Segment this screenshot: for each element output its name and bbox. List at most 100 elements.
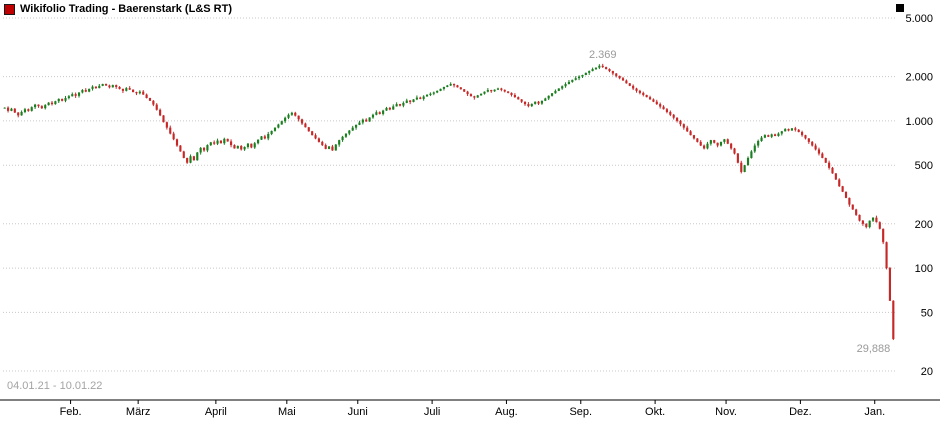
candle-body	[240, 146, 243, 150]
x-axis-label: Juni	[348, 406, 368, 418]
chart-title: Wikifolio Trading - Baerenstark (L&S RT)	[20, 3, 232, 15]
candle-body	[787, 129, 790, 131]
candle-body	[57, 98, 60, 102]
candle-body	[273, 127, 277, 131]
candle-body	[719, 141, 723, 146]
candle-body	[297, 115, 300, 120]
candle-body	[750, 151, 753, 158]
candle-body	[260, 136, 263, 140]
candle-body	[652, 99, 655, 102]
candle-body	[219, 140, 223, 144]
candle-body	[361, 119, 364, 123]
candle-body	[152, 100, 155, 105]
candle-body	[101, 84, 104, 86]
candle-body	[838, 179, 841, 187]
candle-body	[878, 222, 881, 229]
candle-body	[817, 149, 821, 154]
candle-body	[578, 76, 581, 79]
candle-body	[142, 91, 145, 95]
candle-body	[767, 135, 770, 137]
x-axis-label: Mai	[278, 406, 296, 418]
candle-body	[199, 147, 202, 153]
candle-body	[253, 143, 256, 148]
candle-body	[307, 127, 310, 132]
candle-body	[84, 90, 87, 92]
candle-body	[30, 107, 33, 111]
candle-body	[669, 111, 672, 115]
candle-body	[452, 84, 456, 86]
candle-body	[706, 143, 709, 149]
candle-body	[496, 88, 500, 90]
candle-body	[480, 93, 483, 96]
candle-body	[206, 145, 209, 151]
candle-body	[233, 145, 236, 149]
candle-body	[290, 112, 293, 115]
candle-body	[50, 102, 54, 105]
candle-body	[510, 92, 513, 95]
candle-body	[40, 106, 43, 109]
date-range-label: 04.01.21 - 10.01.22	[7, 380, 103, 392]
y-axis-label: 2.000	[905, 72, 933, 84]
candle-body	[314, 135, 317, 139]
candle-body	[675, 117, 679, 121]
candle-body	[594, 67, 598, 70]
candle-body	[132, 89, 135, 93]
candle-body	[635, 88, 638, 91]
candle-body	[429, 93, 432, 95]
candle-body	[67, 96, 70, 99]
candle-body	[202, 147, 206, 151]
candle-body	[486, 90, 489, 92]
candle-body	[544, 98, 547, 101]
candle-body	[773, 134, 777, 136]
candle-body	[807, 138, 810, 142]
candle-body	[790, 128, 794, 131]
candle-body	[104, 84, 108, 86]
x-axis-label: Jan.	[864, 406, 885, 418]
candle-body	[493, 89, 496, 92]
y-axis-label: 20	[921, 366, 933, 378]
candle-body	[246, 143, 250, 147]
candle-body	[777, 133, 780, 136]
low-annotation: 29,888	[857, 343, 891, 355]
candle-body	[159, 109, 162, 116]
candle-body	[588, 71, 591, 73]
candle-body	[780, 131, 783, 134]
candle-body	[425, 94, 429, 97]
candle-body	[378, 112, 381, 114]
candle-body	[459, 87, 462, 90]
candle-body	[236, 146, 239, 149]
candle-body	[851, 204, 854, 210]
candle-body	[368, 117, 371, 122]
candle-body	[564, 84, 567, 87]
candle-body	[868, 220, 871, 228]
candle-body	[490, 90, 493, 92]
candle-body	[483, 91, 486, 94]
candle-body	[165, 122, 168, 128]
candle-body	[304, 123, 307, 128]
candle-body	[277, 124, 280, 128]
candle-body	[611, 71, 614, 74]
candle-body	[27, 109, 30, 111]
candle-body	[882, 228, 885, 243]
candle-body	[530, 103, 533, 107]
candle-body	[469, 94, 473, 97]
x-axis-label: Okt.	[645, 406, 665, 418]
candle-body	[730, 143, 733, 149]
candle-body	[385, 107, 388, 111]
candle-body	[229, 141, 233, 146]
candle-body	[632, 85, 635, 89]
candle-body	[703, 145, 706, 149]
candle-body	[753, 145, 756, 152]
candle-body	[348, 130, 351, 134]
candle-body	[537, 101, 540, 104]
candle-body	[355, 124, 358, 128]
candle-body	[6, 107, 10, 111]
candle-body	[412, 99, 415, 102]
candle-body	[192, 156, 195, 161]
candle-body	[287, 114, 290, 118]
candle-body	[324, 145, 327, 149]
y-axis-label: 1.000	[905, 116, 933, 128]
candle-body	[395, 104, 398, 107]
candle-body	[713, 140, 716, 143]
candle-body	[770, 134, 773, 137]
